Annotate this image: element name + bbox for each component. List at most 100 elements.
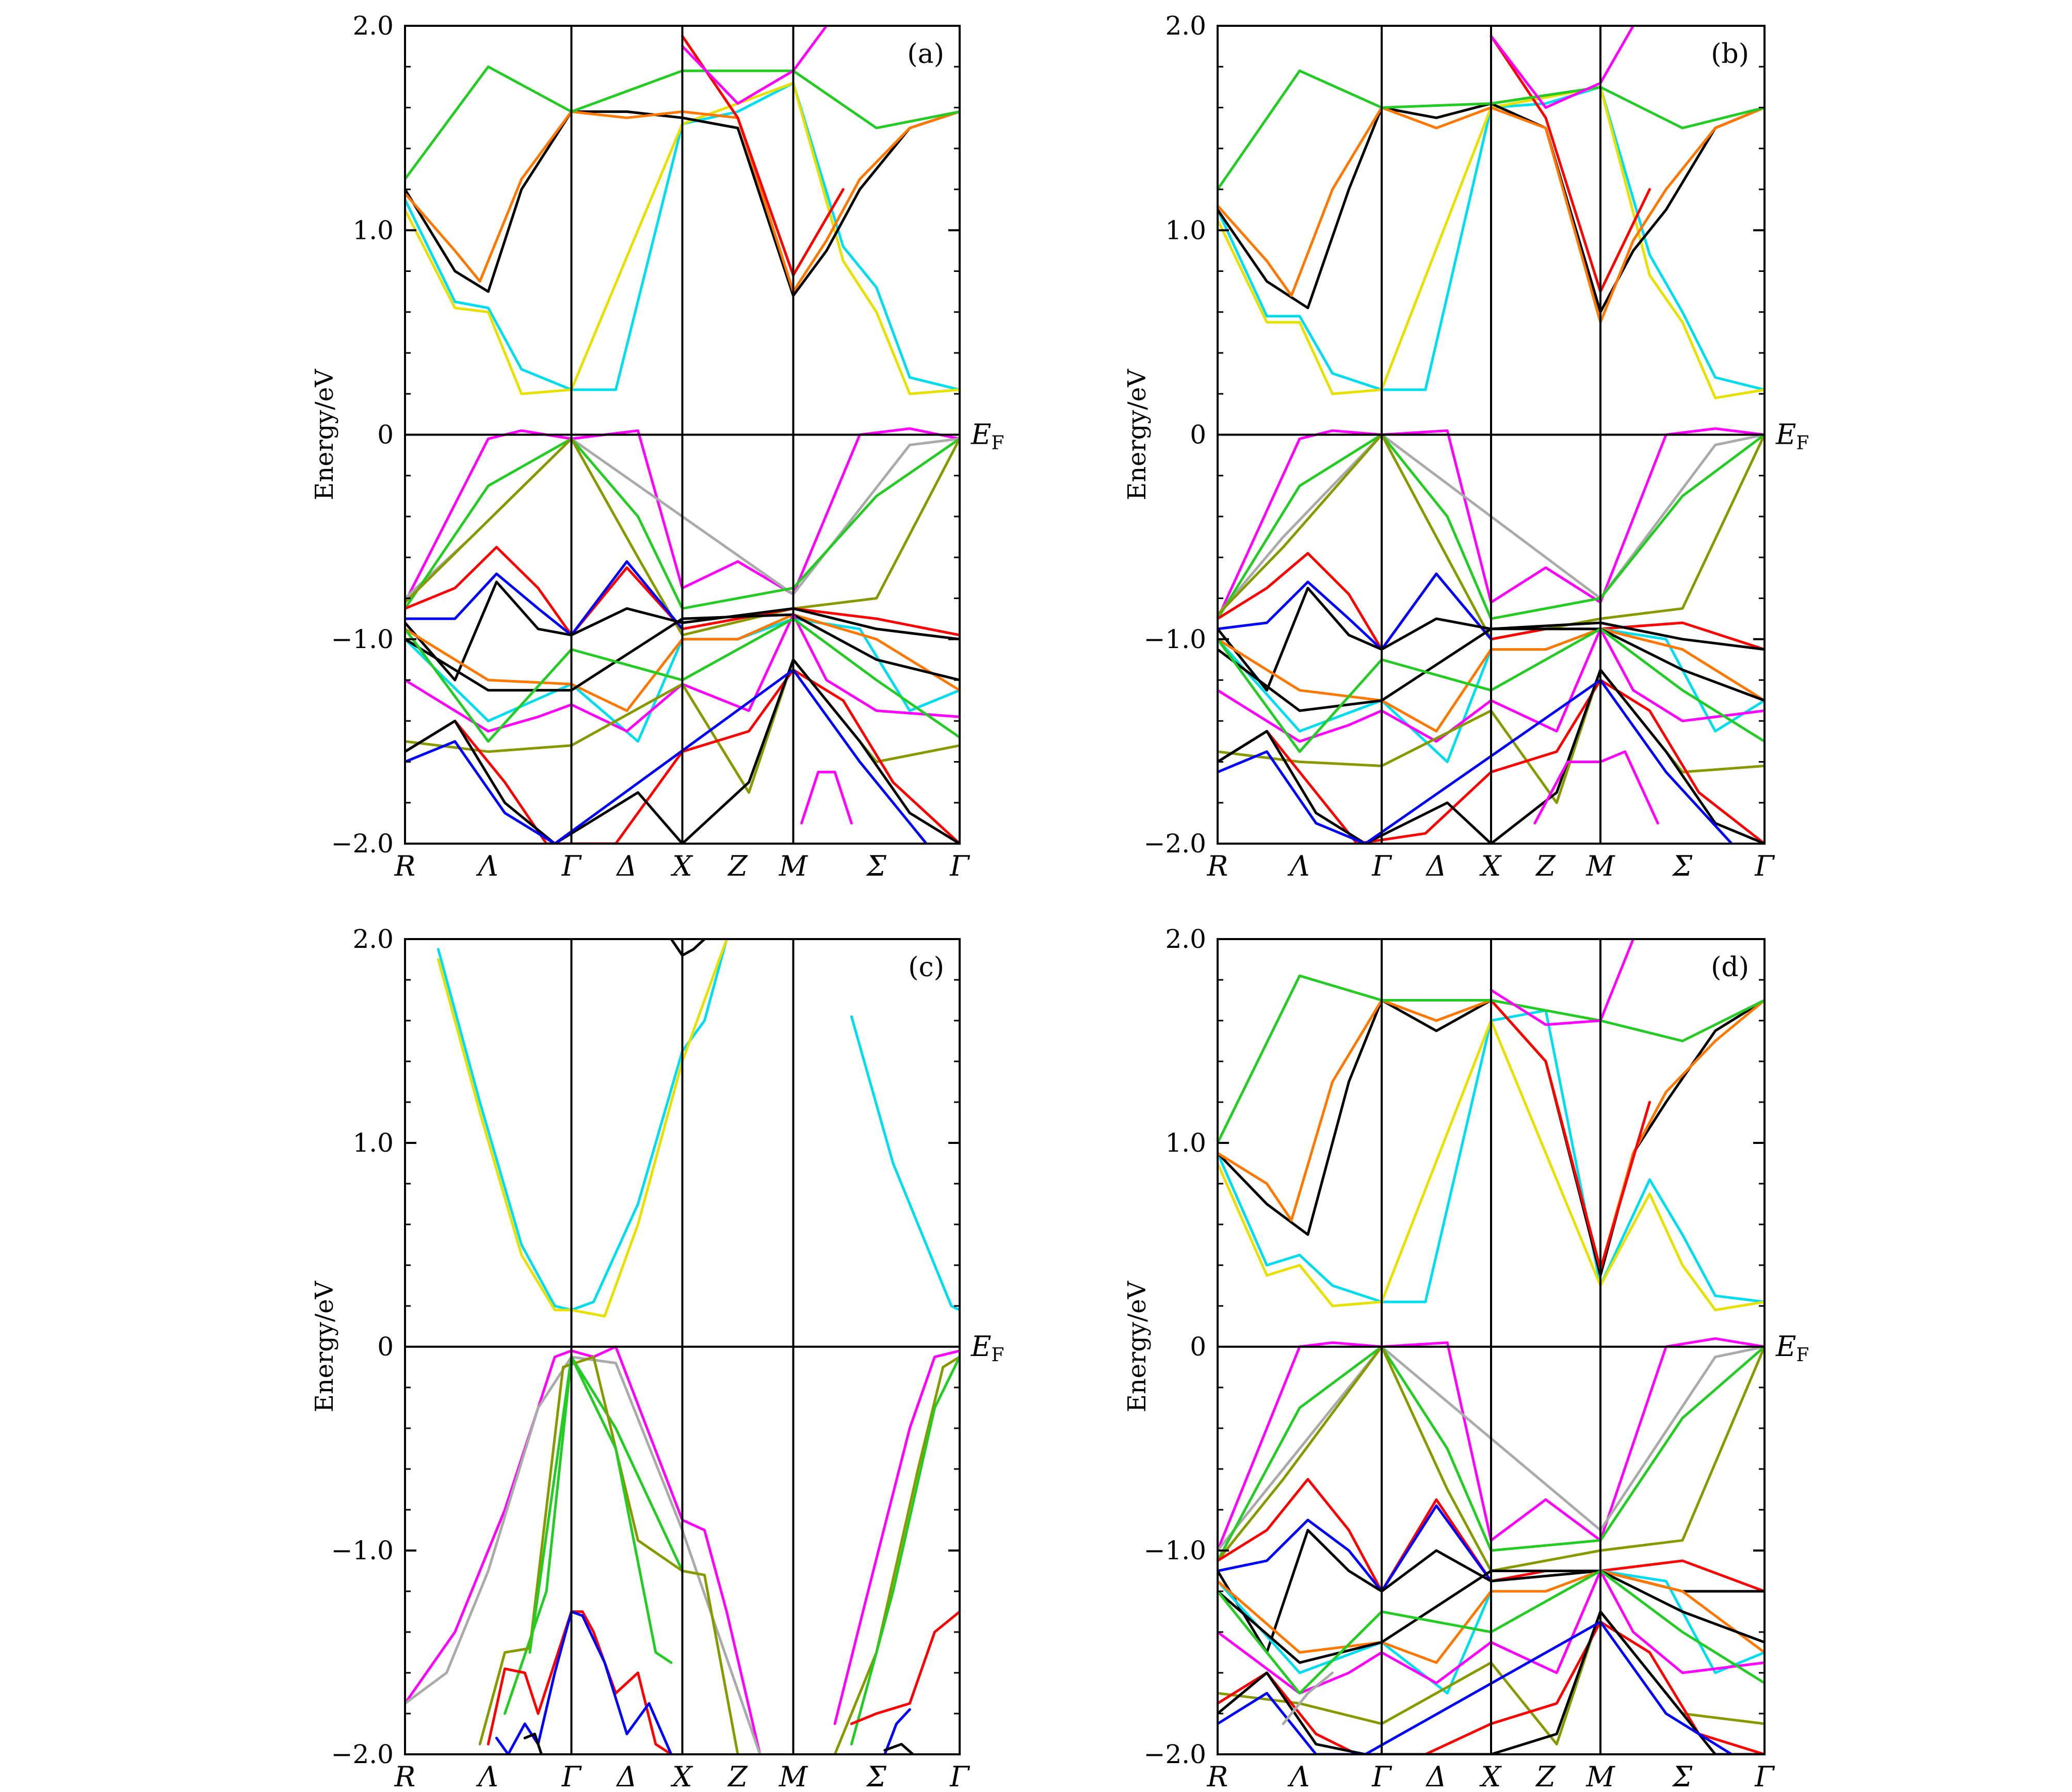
band-line — [1490, 939, 1635, 1026]
x-tick-label: Δ — [616, 1761, 637, 1792]
y-tick-label: 2.0 — [352, 11, 394, 41]
x-tick-label: X — [1479, 850, 1502, 882]
x-tick-label: Δ — [616, 850, 637, 882]
band-line — [1218, 433, 1765, 641]
y-tick-label: −1.0 — [1144, 624, 1206, 654]
band-line — [1218, 668, 1765, 844]
band-line — [405, 437, 960, 610]
band-line — [1218, 1478, 1765, 1593]
panel-label: (d) — [1711, 952, 1749, 983]
band-line — [850, 1610, 960, 1725]
x-tick-label: Z — [727, 850, 748, 882]
y-tick-label: −2.0 — [331, 829, 394, 859]
band-line — [405, 580, 960, 682]
band-line — [1282, 1671, 1334, 1725]
band-line — [495, 1610, 673, 1754]
x-tick-label: Γ — [1754, 1761, 1775, 1792]
band-line — [478, 1355, 739, 1754]
band-line — [504, 1355, 684, 1715]
x-tick-label: Γ — [949, 850, 970, 882]
band-line — [1218, 433, 1765, 620]
x-tick-label: R — [1207, 850, 1228, 882]
x-tick-label: Λ — [1287, 850, 1310, 882]
x-tick-label: X — [670, 1761, 693, 1792]
x-tick-label: X — [670, 850, 693, 882]
band-line — [487, 1610, 673, 1754]
y-tick-label: −2.0 — [331, 1739, 394, 1769]
band-line — [1218, 1620, 1733, 1754]
band-line — [405, 437, 960, 637]
y-tick-label: 2.0 — [1165, 11, 1206, 41]
x-tick-label: Σ — [1672, 1761, 1693, 1792]
band-line — [681, 26, 828, 105]
y-tick-label: 0 — [377, 1332, 394, 1362]
x-tick-label: M — [779, 850, 808, 882]
band-line — [833, 1349, 960, 1725]
fermi-label: EF — [970, 418, 1004, 454]
y-axis-label: Energy/eV — [310, 1280, 339, 1412]
x-tick-label: Z — [1535, 1761, 1556, 1792]
y-tick-label: −1.0 — [1144, 1536, 1206, 1565]
x-tick-label: Σ — [1672, 850, 1693, 882]
x-tick-label: M — [1585, 1761, 1615, 1792]
x-tick-label: Λ — [476, 850, 498, 882]
x-tick-label: Σ — [866, 850, 887, 882]
x-tick-label: Γ — [949, 1761, 970, 1792]
y-tick-label: 2.0 — [352, 924, 394, 954]
band-line — [1490, 35, 1651, 293]
x-tick-label: Γ — [1754, 850, 1775, 882]
x-tick-label: Δ — [1426, 1761, 1447, 1792]
y-axis-label: Energy/eV — [1123, 1280, 1152, 1412]
band-line — [528, 1355, 673, 1664]
band-line — [405, 1345, 762, 1754]
panel-c: 2.0 1.0 0 −1.0 −2.0R Λ Γ Δ X Z M Σ Γ Energy/eV EF (c) — [310, 924, 1004, 1792]
y-tick-label: −2.0 — [1144, 1739, 1206, 1769]
band-line — [405, 560, 684, 637]
fermi-label: EF — [1775, 1330, 1809, 1366]
y-tick-label: 1.0 — [1165, 1128, 1206, 1158]
x-tick-label: R — [394, 850, 416, 882]
fermi-label-subscript: F — [991, 433, 1004, 454]
y-axis-label: Energy/eV — [310, 368, 339, 501]
x-tick-label: R — [1207, 1761, 1228, 1792]
panel-a: 2.0 1.0 0 −1.0 −2.0R Λ Γ Δ X Z M Σ Γ Energy/eV EF (a) — [310, 11, 1004, 882]
y-tick-label: 1.0 — [352, 1128, 394, 1158]
band-line — [1218, 1504, 1493, 1593]
y-tick-label: 1.0 — [1165, 215, 1206, 245]
band-line — [405, 668, 928, 844]
fermi-label-subscript: F — [1796, 1345, 1809, 1366]
band-line — [523, 1733, 543, 1754]
fermi-label: EF — [1775, 418, 1809, 454]
x-tick-label: M — [779, 1761, 808, 1792]
panel-d: 2.0 1.0 0 −1.0 −2.0R Λ Γ Δ X Z M Σ Γ Energy/eV EF (d) — [1123, 924, 1809, 1792]
band-line — [1218, 1345, 1765, 1562]
x-tick-label: Γ — [561, 850, 582, 882]
y-tick-label: 0 — [1190, 420, 1206, 450]
band-line — [833, 1355, 960, 1754]
fermi-label-subscript: F — [1796, 433, 1809, 454]
y-tick-label: 2.0 — [1165, 924, 1206, 954]
band-line — [850, 1015, 960, 1312]
x-tick-label: Σ — [866, 1761, 887, 1792]
x-tick-label: X — [1479, 1761, 1502, 1792]
band-line — [1533, 750, 1659, 825]
band-line — [437, 939, 728, 1318]
y-tick-label: 1.0 — [352, 215, 394, 245]
band-line — [1218, 587, 1765, 692]
x-tick-label: M — [1585, 850, 1615, 882]
y-tick-label: −2.0 — [1144, 829, 1206, 859]
x-tick-label: Γ — [561, 1761, 582, 1792]
x-tick-label: Z — [1535, 850, 1556, 882]
panel-label: (a) — [907, 39, 944, 70]
panel-label: (c) — [908, 952, 944, 983]
x-tick-label: Γ — [1371, 1761, 1393, 1792]
x-tick-label: R — [394, 1761, 416, 1792]
band-line — [1218, 1345, 1765, 1572]
band-line — [850, 1355, 960, 1746]
band-line — [405, 658, 960, 844]
band-line — [1490, 26, 1635, 109]
band-line — [883, 1708, 911, 1754]
y-tick-label: −1.0 — [331, 624, 394, 654]
